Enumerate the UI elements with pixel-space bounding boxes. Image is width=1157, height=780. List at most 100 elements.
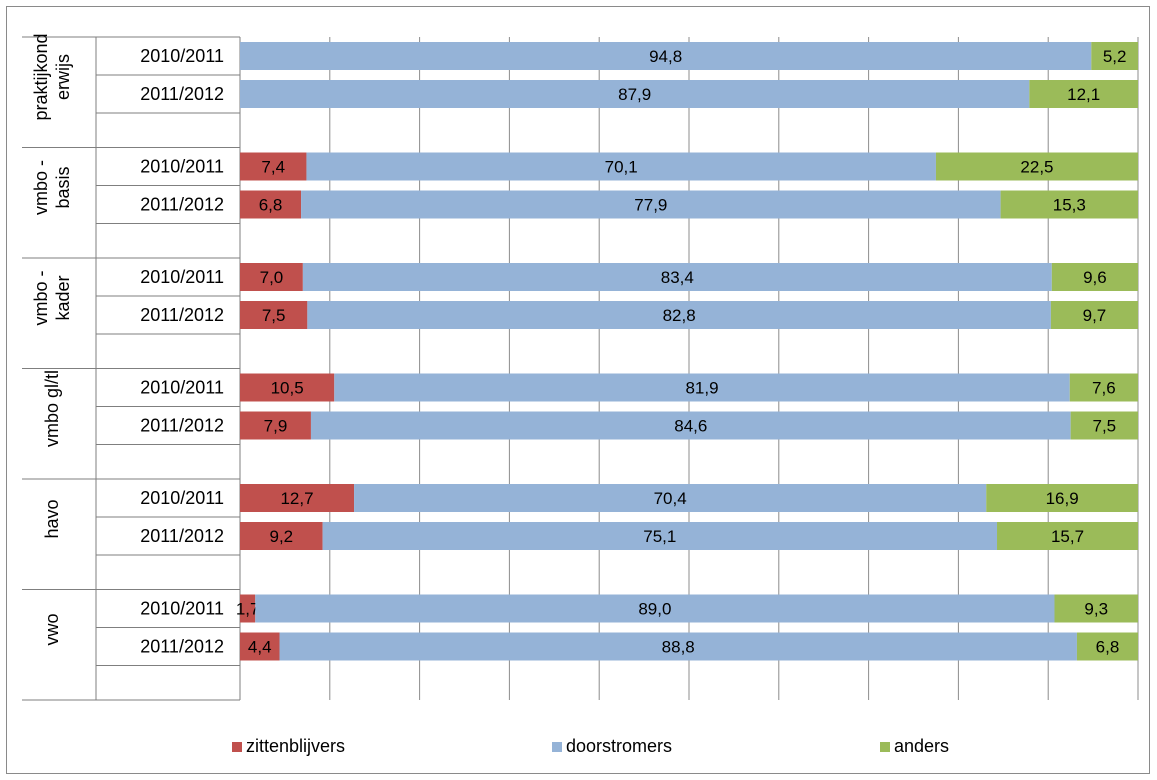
row-label: 2011/2012	[140, 195, 224, 215]
data-label: 12,7	[280, 489, 313, 508]
group-label: vwo	[42, 613, 62, 645]
bar-segment-doorstromers	[240, 80, 1030, 108]
bar-segment-zittenblijvers	[240, 484, 355, 512]
row-label: 2011/2012	[140, 526, 224, 546]
bar-segment-anders	[935, 152, 1138, 181]
data-label: 7,4	[261, 158, 285, 177]
data-label: 77,9	[634, 196, 667, 215]
bar-segment-anders	[997, 522, 1138, 550]
bar-segment-doorstromers	[334, 373, 1070, 402]
bar-segment-anders	[1050, 301, 1138, 329]
bar-segment-doorstromers	[302, 263, 1052, 291]
data-label: 84,6	[674, 417, 707, 436]
data-label: 4,4	[248, 638, 272, 657]
bar-segment-zittenblijvers	[240, 301, 308, 329]
bar-segment-doorstromers	[322, 522, 998, 550]
bar-segment-anders	[986, 484, 1138, 512]
bar-segment-doorstromers	[306, 152, 936, 181]
group-label-line: praktijkond	[31, 33, 51, 120]
bar-segment-doorstromers	[255, 594, 1055, 623]
legend-label: anders	[894, 736, 949, 756]
data-label: 15,3	[1053, 196, 1086, 215]
data-label: 5,2	[1103, 47, 1127, 66]
bar-segment-doorstromers	[354, 484, 987, 512]
group-label-line: erwijs	[53, 54, 73, 100]
group-label: vmbo gl/tl	[42, 370, 62, 447]
legend-swatch	[232, 742, 242, 752]
data-label: 87,9	[618, 85, 651, 104]
bar-segment-anders	[1029, 80, 1138, 108]
group-label-line: vmbo -	[31, 270, 51, 325]
data-label: 9,7	[1083, 306, 1107, 325]
data-label: 82,8	[663, 306, 696, 325]
bar-segment-anders	[1076, 632, 1138, 661]
bar-segment-zittenblijvers	[240, 190, 302, 219]
data-label: 7,9	[264, 417, 288, 436]
bar-segment-zittenblijvers	[240, 373, 335, 402]
row-label: 2011/2012	[140, 84, 224, 104]
data-label: 7,5	[1093, 417, 1117, 436]
group-label-line: basis	[53, 166, 73, 208]
bar-segment-doorstromers	[301, 190, 1001, 219]
bar-segment-zittenblijvers	[240, 152, 307, 181]
group-label: praktijkond erwijs	[31, 33, 73, 120]
group-label-line: havo	[42, 499, 62, 538]
bar-segment-zittenblijvers	[240, 594, 256, 623]
data-label: 89,0	[638, 600, 671, 619]
data-label: 12,1	[1067, 85, 1100, 104]
data-label: 88,8	[662, 638, 695, 657]
data-label: 1,7	[236, 600, 260, 619]
data-label: 6,8	[1096, 638, 1120, 657]
data-label: 16,9	[1046, 489, 1079, 508]
row-label: 2010/2011	[140, 46, 224, 66]
legend-swatch	[552, 742, 562, 752]
bar-segment-doorstromers	[310, 411, 1071, 440]
data-label: 94,8	[649, 47, 682, 66]
data-label: 9,2	[269, 527, 293, 546]
data-label: 15,7	[1051, 527, 1084, 546]
data-label: 6,8	[259, 196, 283, 215]
row-label: 2011/2012	[140, 305, 224, 325]
data-label: 7,5	[262, 306, 286, 325]
bar-segment-anders	[1054, 594, 1138, 623]
data-label: 10,5	[271, 379, 304, 398]
data-label: 9,6	[1083, 268, 1107, 287]
group-label: vmbo - basis	[31, 160, 73, 215]
bar-segment-doorstromers	[279, 632, 1077, 661]
row-label: 2011/2012	[140, 416, 224, 436]
bar-segment-anders	[1000, 190, 1138, 219]
legend-label: zittenblijvers	[246, 736, 345, 756]
bar-segment-doorstromers	[307, 301, 1051, 329]
bar-segment-zittenblijvers	[240, 263, 303, 291]
row-label: 2010/2011	[140, 267, 224, 287]
bar-segment-anders	[1051, 263, 1138, 291]
data-label: 75,1	[643, 527, 676, 546]
legend-swatch	[880, 742, 890, 752]
row-label: 2011/2012	[140, 637, 224, 657]
row-label: 2010/2011	[140, 378, 224, 398]
data-label: 7,6	[1092, 379, 1116, 398]
row-label: 2010/2011	[140, 488, 224, 508]
data-label: 81,9	[685, 379, 718, 398]
legend-label: doorstromers	[566, 736, 672, 756]
bar-segment-anders	[1070, 411, 1138, 440]
group-label-line: kader	[53, 275, 73, 320]
group-label: havo	[42, 499, 62, 538]
bar-segment-zittenblijvers	[240, 411, 311, 440]
bar-segment-anders	[1069, 373, 1138, 402]
group-label-line: vwo	[42, 613, 62, 645]
bar-segment-anders	[1091, 42, 1138, 70]
group-label: vmbo - kader	[31, 270, 73, 325]
data-label: 70,4	[654, 489, 687, 508]
row-label: 2010/2011	[140, 157, 224, 177]
bar-segment-doorstromers	[240, 42, 1092, 70]
group-label-line: vmbo -	[31, 160, 51, 215]
bar-segment-zittenblijvers	[240, 632, 280, 661]
row-label: 2010/2011	[140, 599, 224, 619]
data-label: 7,0	[260, 268, 284, 287]
data-label: 70,1	[605, 158, 638, 177]
data-label: 83,4	[661, 268, 694, 287]
bar-segment-zittenblijvers	[240, 522, 323, 550]
data-label: 9,3	[1084, 600, 1108, 619]
